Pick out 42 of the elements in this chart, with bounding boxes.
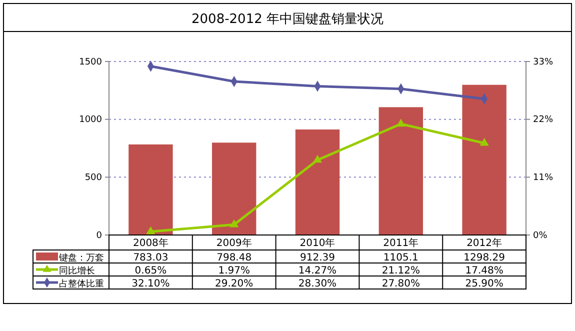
y2-tick-label: 22% [533, 115, 554, 126]
x-tick-label: 2012年 [466, 237, 502, 249]
legend-label: 键盘：万套 [58, 252, 104, 264]
data-label: 32.10% [132, 278, 170, 290]
data-label: 27.80% [382, 278, 420, 290]
bar [128, 144, 173, 235]
data-label: 1.97% [218, 266, 250, 276]
bar [295, 129, 340, 235]
data-label: 1105.1 [383, 252, 418, 264]
point [480, 138, 489, 146]
y-tick-label: 0 [96, 230, 102, 241]
chart-title: 2008-2012 年中国键盘销量状况 [192, 12, 384, 27]
y2-tick-label: 11% [533, 173, 554, 184]
data-label: 28.30% [298, 278, 337, 290]
bar [212, 142, 256, 235]
data-label: 783.03 [133, 252, 168, 264]
x-tick-label: 2010年 [300, 237, 336, 249]
bar [462, 84, 506, 235]
x-tick-label: 2008年 [132, 237, 168, 249]
point [396, 118, 406, 127]
data-label: 912.39 [300, 252, 335, 264]
bar [378, 107, 423, 235]
point [146, 226, 156, 234]
x-tick-label: 2011年 [383, 237, 419, 249]
data-label: 14.27% [298, 266, 337, 276]
y-tick-label: 1500 [79, 57, 102, 68]
data-label: 798.48 [216, 252, 252, 264]
data-label: 29.20% [215, 278, 254, 290]
point [312, 154, 322, 163]
data-label: 21.12% [382, 266, 420, 276]
y2-tick-label: 0% [533, 230, 548, 241]
y-tick-label: 500 [84, 173, 102, 184]
data-label: 17.48% [465, 266, 504, 276]
data-label: 1298.29 [464, 252, 505, 264]
y-tick-label: 1000 [79, 115, 102, 126]
legend-label: 占整体比重 [59, 278, 104, 290]
x-tick-label: 2009年 [216, 237, 252, 249]
legend-label: 同比增长 [59, 266, 95, 276]
point [230, 219, 239, 228]
data-label: 25.90% [465, 278, 504, 290]
y2-tick-label: 33% [533, 57, 554, 68]
data-label: 0.65% [134, 266, 167, 276]
